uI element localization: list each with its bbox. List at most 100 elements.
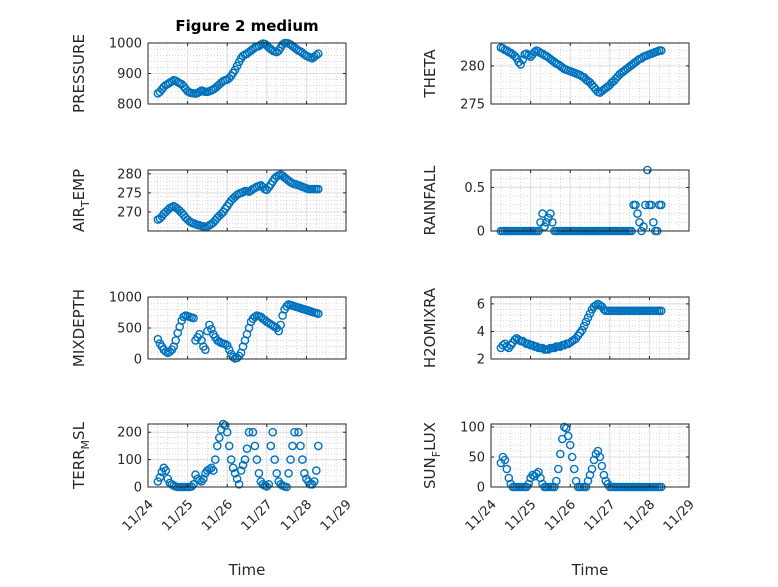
data-point	[189, 479, 198, 489]
y-tick-label: 270	[117, 205, 142, 220]
data-point	[248, 427, 258, 437]
data-point	[544, 345, 553, 354]
data-point	[296, 441, 305, 451]
y-axis-label: MIXDEPTH	[70, 289, 88, 367]
y-tick-label: 280	[460, 59, 485, 74]
data-point	[563, 431, 573, 441]
y-label-rest: SL	[70, 421, 88, 440]
axes-8: 0 50 100 11/24 11/25 11/26 11/27 11/28 11/29 SUNF…	[421, 421, 698, 580]
data-point	[153, 334, 163, 344]
data-point	[599, 470, 609, 480]
data-point	[657, 306, 666, 316]
data-point	[250, 441, 260, 451]
y-axis-label: SUNFLUX	[421, 422, 443, 489]
axes-frame	[490, 423, 690, 488]
data-point	[657, 200, 666, 210]
y-tick-label: 50	[468, 451, 485, 466]
data-point	[228, 463, 238, 473]
y-label-rest: LUX	[421, 422, 439, 451]
data-point	[284, 468, 293, 478]
data-point	[276, 320, 286, 330]
x-tick-label: 11/25	[502, 497, 539, 534]
grid	[490, 169, 690, 232]
data-point	[266, 441, 276, 451]
data-point	[518, 55, 528, 65]
data-point	[561, 423, 571, 433]
y-tick-label: 100	[460, 421, 485, 436]
data-point	[232, 474, 242, 484]
y-label-subscript: M	[79, 440, 92, 450]
y-label-main: TERR	[70, 449, 88, 490]
x-tick-label: 11/26	[542, 497, 579, 534]
data-point	[224, 345, 234, 355]
y-label-subscript: T	[79, 200, 92, 208]
data-point	[552, 476, 561, 486]
data-point	[633, 209, 642, 218]
data-point	[585, 309, 595, 318]
y-tick-label: 275	[460, 98, 485, 113]
y-label-subscript: F	[430, 451, 443, 457]
data-point	[631, 200, 640, 210]
data-point	[569, 464, 579, 474]
y-axis-label: THETA	[421, 49, 439, 99]
data-point	[199, 474, 208, 484]
data-point	[220, 339, 230, 349]
y-axis-label: AIRTEMP	[70, 169, 92, 232]
axes-3: 270 275 280 AIRTEMP	[70, 167, 347, 232]
data-point	[222, 427, 232, 437]
data-point	[161, 466, 171, 475]
data-point	[268, 427, 278, 437]
y-axis-label: TERRMSL	[70, 421, 92, 490]
data-point	[294, 427, 303, 437]
data-point	[313, 441, 323, 451]
data-point	[298, 455, 307, 464]
data-point	[236, 466, 246, 475]
x-tick-label: 11/28	[621, 497, 658, 534]
data-point	[639, 222, 648, 231]
data-point	[195, 475, 204, 485]
data-point	[313, 184, 323, 194]
data-point	[167, 77, 177, 86]
series-theta	[496, 43, 666, 97]
data-point	[311, 50, 321, 60]
y-tick-label: 0	[134, 353, 142, 368]
y-tick-label: 1000	[109, 37, 142, 52]
data-point	[583, 313, 593, 323]
data-point	[532, 342, 541, 351]
data-point	[587, 464, 597, 474]
y-tick-label: 900	[117, 67, 142, 82]
axes-4: 0 0.5 RAINFALL	[421, 165, 690, 240]
x-tick-label: 11/25	[159, 497, 196, 534]
data-point	[252, 455, 262, 464]
data-point	[286, 455, 295, 464]
data-point	[191, 470, 200, 480]
axes-frame	[147, 423, 347, 488]
x-tick-label: 11/29	[318, 497, 355, 534]
data-point	[272, 468, 282, 478]
data-point	[313, 49, 323, 59]
data-point	[270, 455, 280, 464]
y-label-main: AIR	[70, 207, 88, 232]
data-point	[581, 317, 591, 327]
data-point	[516, 60, 526, 69]
data-point	[542, 217, 551, 227]
data-point	[591, 300, 601, 310]
data-point	[208, 466, 218, 475]
axes-background	[491, 424, 689, 487]
data-point	[502, 464, 512, 474]
data-point	[210, 455, 220, 464]
data-point	[189, 313, 198, 323]
y-tick-label: 0	[477, 481, 485, 496]
x-tick-label: 11/27	[582, 497, 619, 534]
data-point	[540, 222, 549, 231]
data-point	[560, 422, 569, 432]
y-tick-label: 6	[477, 297, 485, 312]
x-tick-label: 11/27	[239, 497, 276, 534]
series-mixdepth	[153, 300, 323, 363]
axes-6: 2 4 6 H2OMIXRA	[421, 287, 690, 368]
data-point	[201, 345, 210, 355]
data-point	[597, 461, 607, 471]
series-h2omixra	[496, 299, 666, 354]
y-tick-label: 280	[117, 167, 142, 182]
